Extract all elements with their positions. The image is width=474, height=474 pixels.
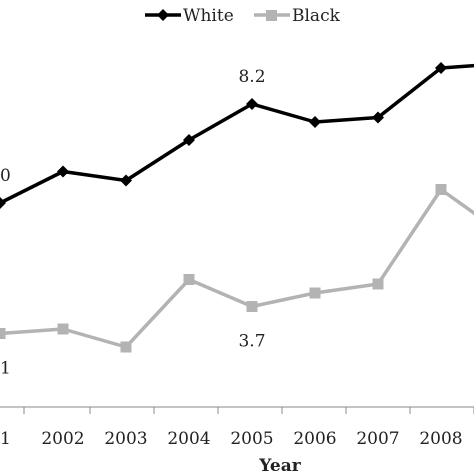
legend-label-black: Black <box>292 6 341 26</box>
legend-marker-white <box>157 9 169 21</box>
data-point-white <box>435 62 447 74</box>
x-tick-label: 2005 <box>230 429 273 449</box>
data-point-white <box>0 197 6 209</box>
data-label: 3.7 <box>238 332 265 352</box>
x-axis-title: Year <box>258 456 301 474</box>
data-point-black <box>246 301 258 312</box>
data-point-white <box>183 134 195 146</box>
data-label: 0 <box>0 166 11 186</box>
data-point-white <box>372 111 384 124</box>
data-point-black <box>0 328 6 339</box>
data-point-white <box>246 98 258 110</box>
x-tick-label: 2002 <box>41 429 84 449</box>
x-axis-ticks: 01 2002 2003 2004 2005 2006 2007 2008 <box>0 407 474 449</box>
data-point-black <box>57 323 69 335</box>
data-point-black <box>435 184 447 195</box>
legend: White Black <box>145 6 341 26</box>
legend-item-black: Black <box>254 6 341 26</box>
series-line-white <box>0 63 474 205</box>
legend-marker-black <box>266 10 277 21</box>
data-point-white <box>57 165 69 178</box>
x-tick-label: 2006 <box>293 429 336 449</box>
data-point-black <box>309 287 321 299</box>
series-line-black <box>0 187 474 349</box>
data-point-black <box>372 278 384 290</box>
x-tick-label: 01 <box>0 429 11 449</box>
data-label: 8.2 <box>238 67 265 87</box>
plot-area: 0 8.2 1 3.7 <box>0 62 474 379</box>
data-point-black <box>120 341 132 353</box>
data-label: 1 <box>0 359 11 379</box>
x-tick-label: 2008 <box>419 429 462 449</box>
x-tick-label: 2007 <box>356 429 399 449</box>
legend-item-white: White <box>145 6 234 26</box>
x-tick-label: 2003 <box>104 429 147 449</box>
data-point-white <box>120 174 132 187</box>
data-point-black <box>183 274 195 285</box>
data-point-white <box>309 116 321 128</box>
x-tick-label: 2004 <box>167 429 210 449</box>
legend-label-white: White <box>183 6 234 26</box>
